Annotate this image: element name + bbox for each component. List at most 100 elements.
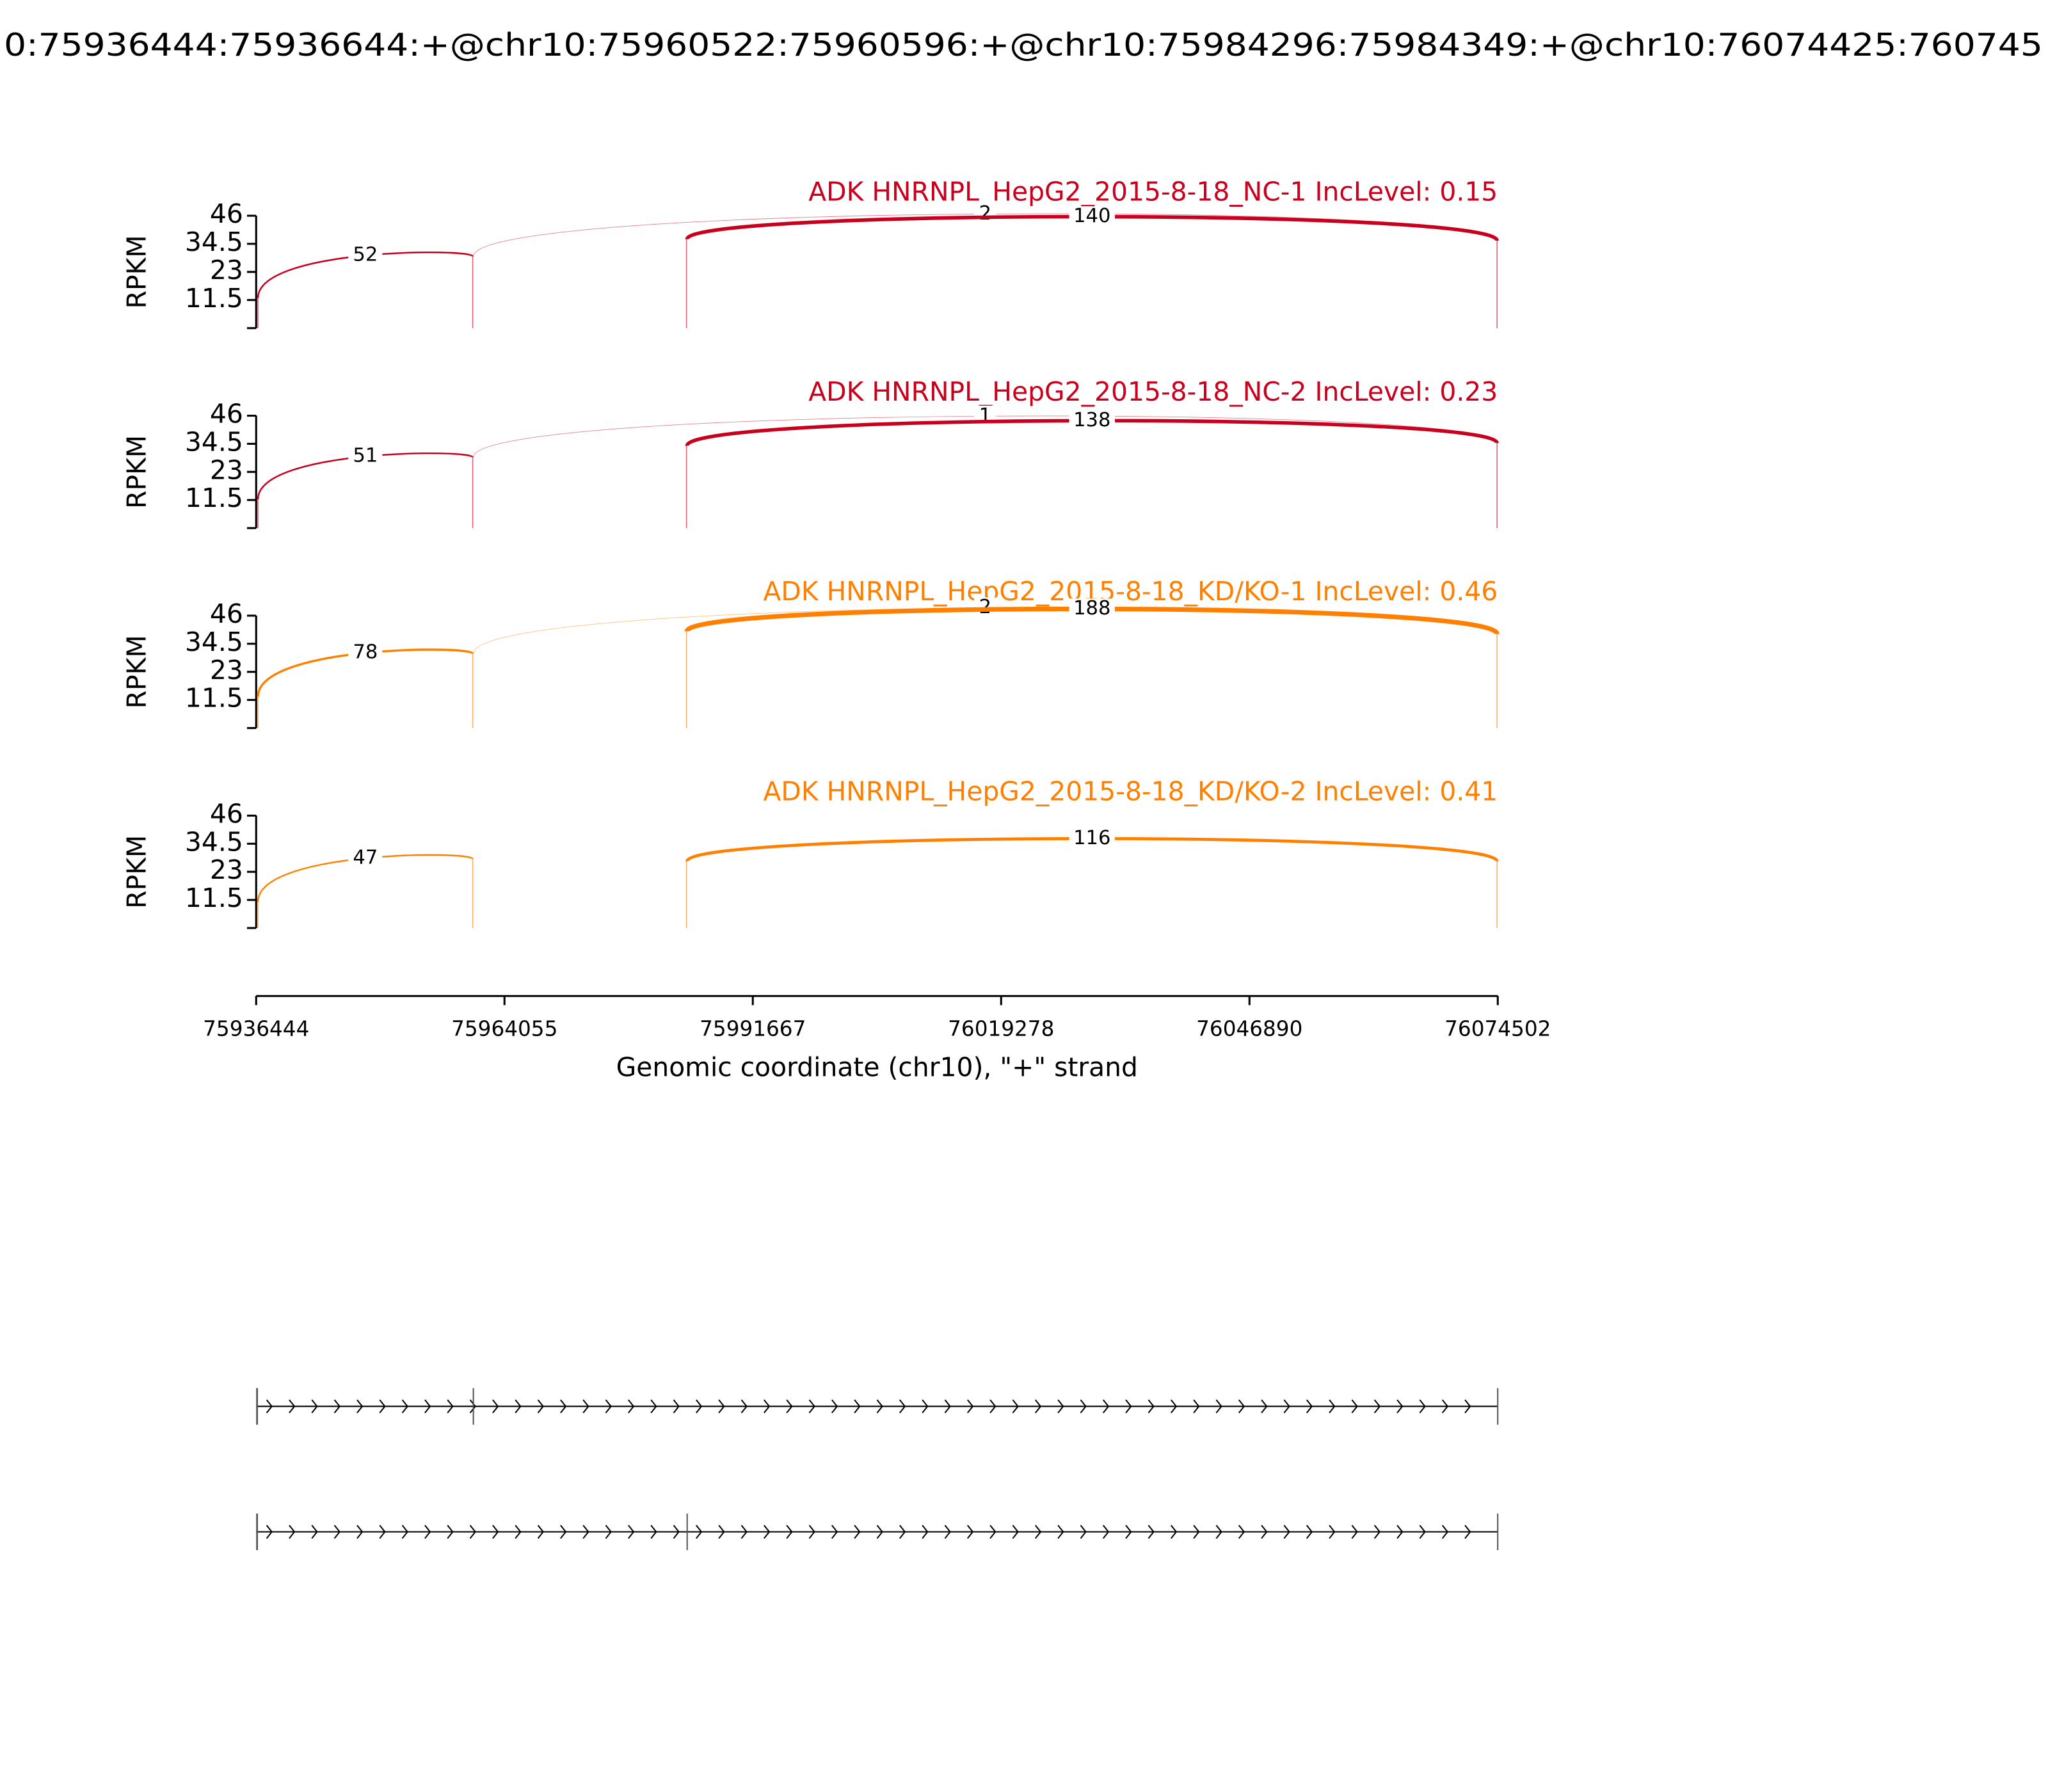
strand-arrow	[356, 1399, 364, 1414]
strand-arrow	[1057, 1524, 1064, 1539]
strand-arrow	[289, 1524, 296, 1539]
strand-arrow	[469, 1524, 477, 1539]
y-tick-label: 46	[210, 198, 243, 229]
y-axis-label: RPKM	[121, 435, 152, 509]
strand-arrow	[1125, 1399, 1132, 1414]
y-tick-label: 11.5	[185, 683, 243, 714]
strand-arrow	[1306, 1524, 1313, 1539]
strand-arrow	[1283, 1399, 1290, 1414]
strand-arrow	[650, 1399, 657, 1414]
junction-label: 78	[353, 641, 378, 664]
strand-arrow	[628, 1399, 635, 1414]
strand-arrow	[424, 1399, 431, 1414]
strand-arrow	[696, 1399, 703, 1414]
strand-arrow	[673, 1399, 680, 1414]
strand-arrow	[1034, 1399, 1042, 1414]
exon	[1497, 1388, 1499, 1425]
strand-arrow	[854, 1399, 861, 1414]
strand-arrow	[1102, 1399, 1110, 1414]
strand-arrow	[582, 1524, 589, 1539]
strand-arrow	[1441, 1399, 1449, 1414]
strand-arrow	[447, 1399, 454, 1414]
strand-arrow	[1148, 1399, 1155, 1414]
strand-arrow	[379, 1524, 386, 1539]
strand-arrow	[311, 1399, 318, 1414]
strand-arrow	[718, 1524, 725, 1539]
x-tick-label: 76046890	[1196, 1016, 1302, 1041]
strand-arrow	[1102, 1524, 1110, 1539]
y-tick-label: 34.5	[185, 627, 243, 657]
strand-arrow	[1441, 1524, 1449, 1539]
exon	[256, 1513, 259, 1551]
strand-arrow	[1283, 1524, 1290, 1539]
strand-arrow	[560, 1524, 567, 1539]
panel-title: ADK HNRNPL_HepG2_2015-8-18_NC-1 IncLevel…	[808, 176, 1498, 207]
strand-arrow	[401, 1524, 409, 1539]
junction-label: 188	[1073, 597, 1110, 620]
strand-arrow	[605, 1399, 612, 1414]
junction-label: 47	[353, 846, 378, 868]
strand-arrow	[1012, 1524, 1019, 1539]
strand-arrow	[808, 1524, 815, 1539]
junction-label-bg	[348, 642, 383, 664]
strand-arrow	[289, 1399, 296, 1414]
panel-title: ADK HNRNPL_HepG2_2015-8-18_KD/KO-2 IncLe…	[763, 776, 1498, 807]
junction-label-bg	[1069, 598, 1116, 620]
junction-label: 138	[1073, 409, 1110, 431]
y-axis-label: RPKM	[121, 835, 152, 909]
junction-label-bg	[348, 244, 383, 266]
strand-arrow	[1351, 1524, 1358, 1539]
junction-label-bg	[1069, 410, 1116, 431]
strand-arrow	[1057, 1399, 1064, 1414]
strand-arrow	[1351, 1399, 1358, 1414]
strand-arrow	[379, 1399, 386, 1414]
strand-arrow	[740, 1524, 748, 1539]
strand-arrow	[266, 1524, 273, 1539]
junction-label-bg	[348, 847, 383, 869]
strand-arrow	[1034, 1524, 1042, 1539]
strand-arrow	[628, 1524, 635, 1539]
strand-arrow	[1080, 1399, 1087, 1414]
x-tick-label: 75991667	[700, 1016, 806, 1041]
strand-arrow	[944, 1399, 951, 1414]
strand-arrow	[515, 1524, 522, 1539]
y-tick-label: 23	[210, 454, 243, 485]
junction-label-bg	[974, 203, 996, 225]
strand-arrow	[1261, 1399, 1268, 1414]
junction-label: 116	[1073, 827, 1110, 849]
y-tick-label: 11.5	[185, 883, 243, 913]
strand-arrow	[1215, 1524, 1222, 1539]
exon	[256, 1388, 259, 1425]
strand-arrow	[899, 1524, 906, 1539]
strand-arrow	[1261, 1524, 1268, 1539]
x-tick-label: 75964055	[451, 1016, 557, 1041]
panel-title: ADK HNRNPL_HepG2_2015-8-18_NC-2 IncLevel…	[808, 376, 1498, 407]
strand-arrow	[922, 1399, 929, 1414]
x-tick-label: 76074502	[1444, 1016, 1551, 1041]
strand-arrow	[1080, 1524, 1087, 1539]
strand-arrow	[1125, 1524, 1132, 1539]
strand-arrow	[605, 1524, 612, 1539]
strand-arrow	[786, 1524, 793, 1539]
strand-arrow	[1373, 1524, 1381, 1539]
strand-arrow	[1306, 1399, 1313, 1414]
strand-arrow	[718, 1399, 725, 1414]
strand-arrow	[333, 1399, 341, 1414]
junction-label: 51	[353, 445, 378, 467]
y-tick-label: 34.5	[185, 426, 243, 457]
chart-title: 0:75936444:75936644:+@chr10:75960522:759…	[4, 27, 2043, 63]
strand-arrow	[515, 1399, 522, 1414]
strand-arrow	[876, 1399, 883, 1414]
strand-arrow	[1012, 1399, 1019, 1414]
y-tick-label: 11.5	[185, 483, 243, 513]
strand-arrow	[966, 1399, 974, 1414]
strand-arrow	[944, 1524, 951, 1539]
strand-arrow	[1215, 1399, 1222, 1414]
strand-arrow	[740, 1399, 748, 1414]
strand-arrow	[1193, 1524, 1200, 1539]
x-tick-label: 76019278	[948, 1016, 1054, 1041]
junction-label: 2	[979, 202, 992, 225]
strand-arrow	[1170, 1399, 1178, 1414]
strand-arrow	[537, 1524, 545, 1539]
strand-arrow	[1373, 1399, 1381, 1414]
